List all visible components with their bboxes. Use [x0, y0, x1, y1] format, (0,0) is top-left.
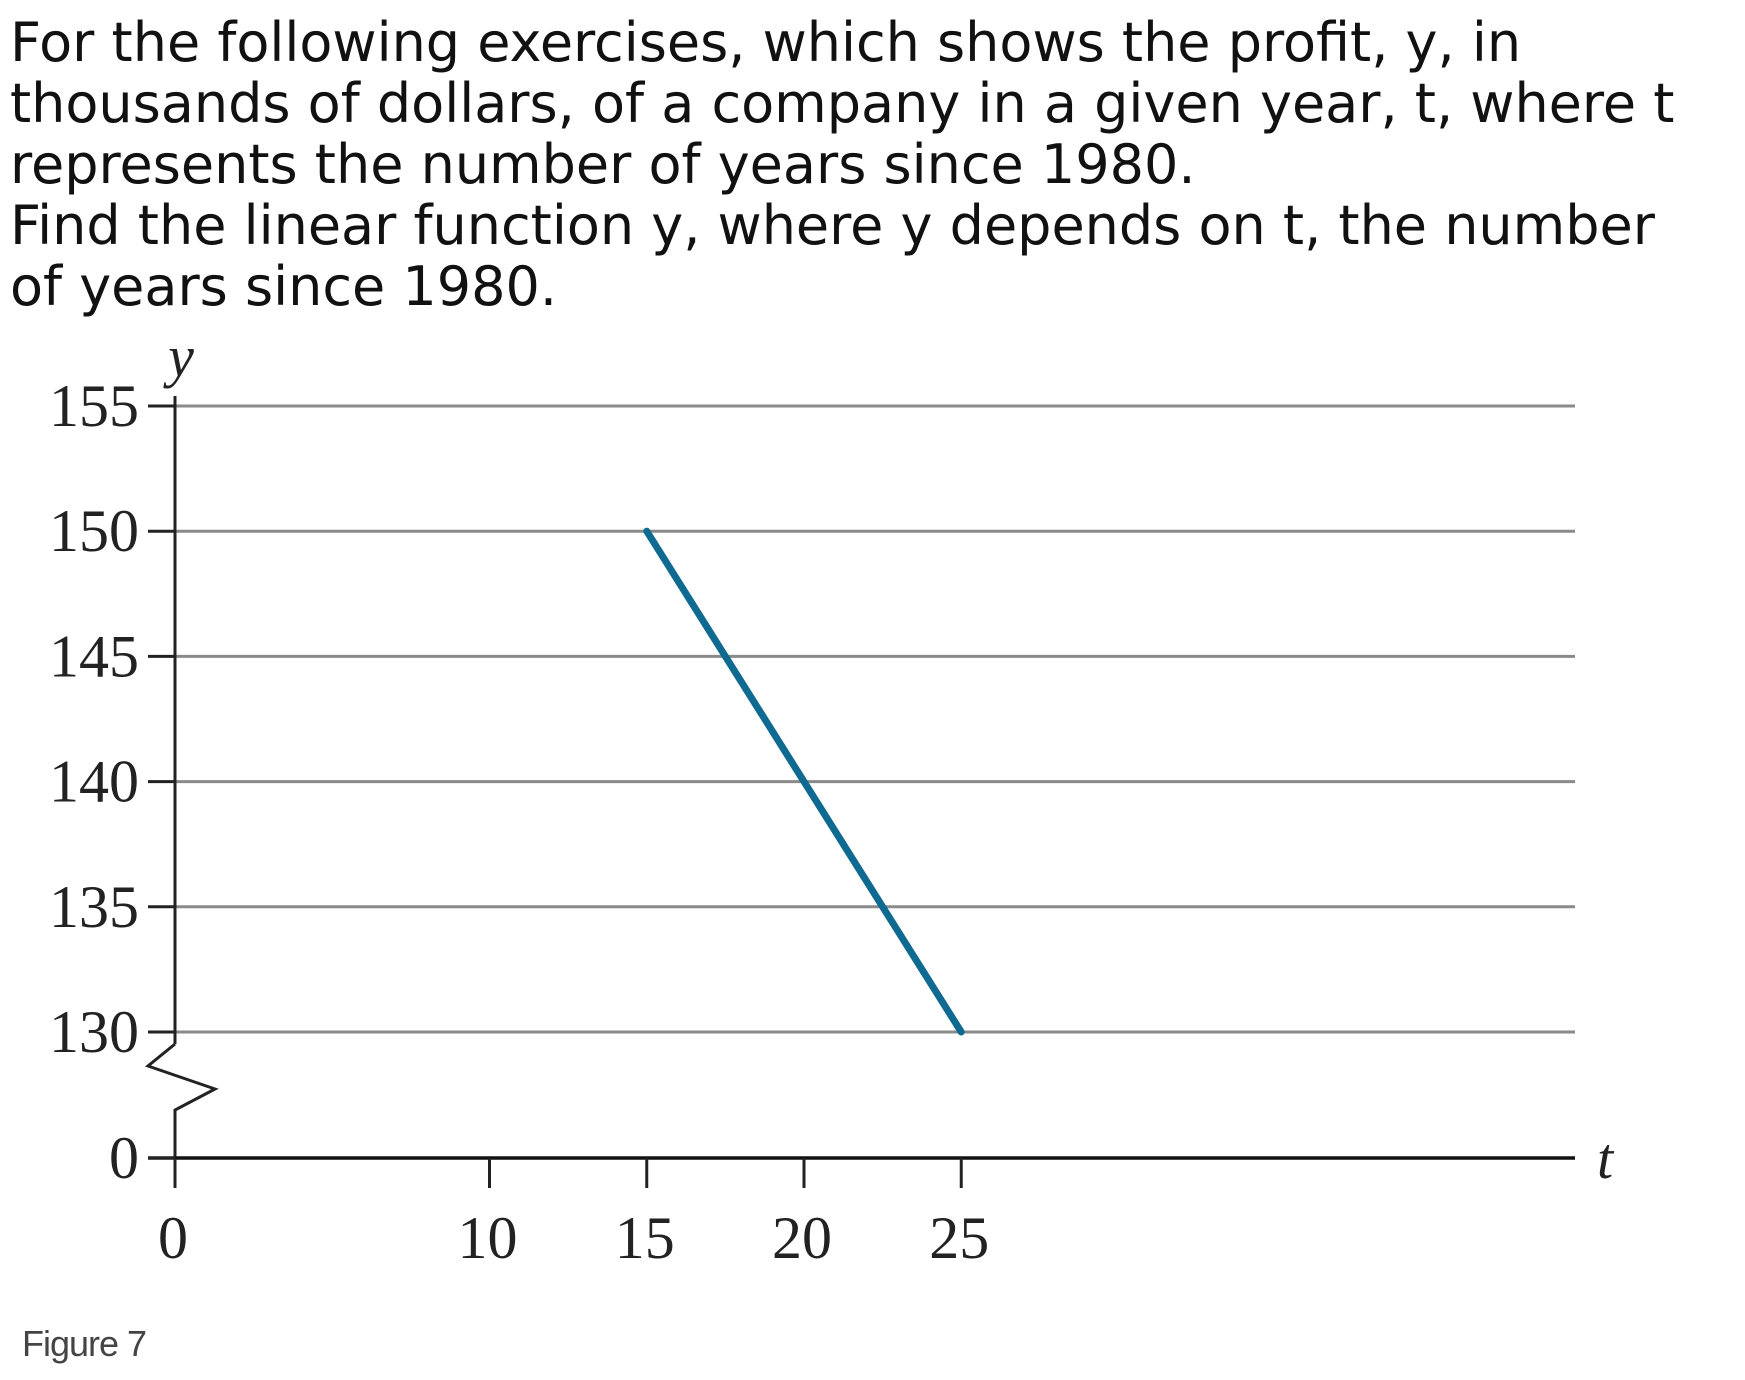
y-tick-label: 130 — [49, 999, 139, 1065]
y-tick-label: 135 — [49, 874, 139, 940]
question-line: represents the number of years since 198… — [10, 133, 1196, 196]
question-line: of years since 1980. — [10, 255, 558, 318]
x-axis-label: t — [1597, 1126, 1615, 1191]
x-tick-label: 25 — [929, 1205, 989, 1271]
question-line: Find the linear function y, where y depe… — [10, 194, 1655, 257]
y-tick-label: 0 — [109, 1125, 139, 1191]
y-axis-break — [144, 1042, 219, 1158]
x-tick-label: 15 — [615, 1205, 675, 1271]
x-tick-label: 10 — [458, 1205, 518, 1271]
y-tick-label: 155 — [49, 373, 139, 439]
x-tick-label: 20 — [772, 1205, 832, 1271]
y-tick-label: 140 — [49, 749, 139, 815]
figure-caption: Figure 7 — [22, 1323, 147, 1364]
y-tick-label: 145 — [49, 623, 139, 689]
question-line: For the following exercises, which shows… — [10, 11, 1522, 74]
x-tick-label: 0 — [158, 1205, 188, 1271]
y-axis-label: y — [163, 324, 194, 389]
profit-series-line — [643, 527, 965, 1036]
question-text: For the following exercises, which shows… — [10, 12, 1735, 317]
question-line: thousands of dollars, of a company in a … — [10, 72, 1675, 135]
y-tick-label: 150 — [49, 498, 139, 564]
